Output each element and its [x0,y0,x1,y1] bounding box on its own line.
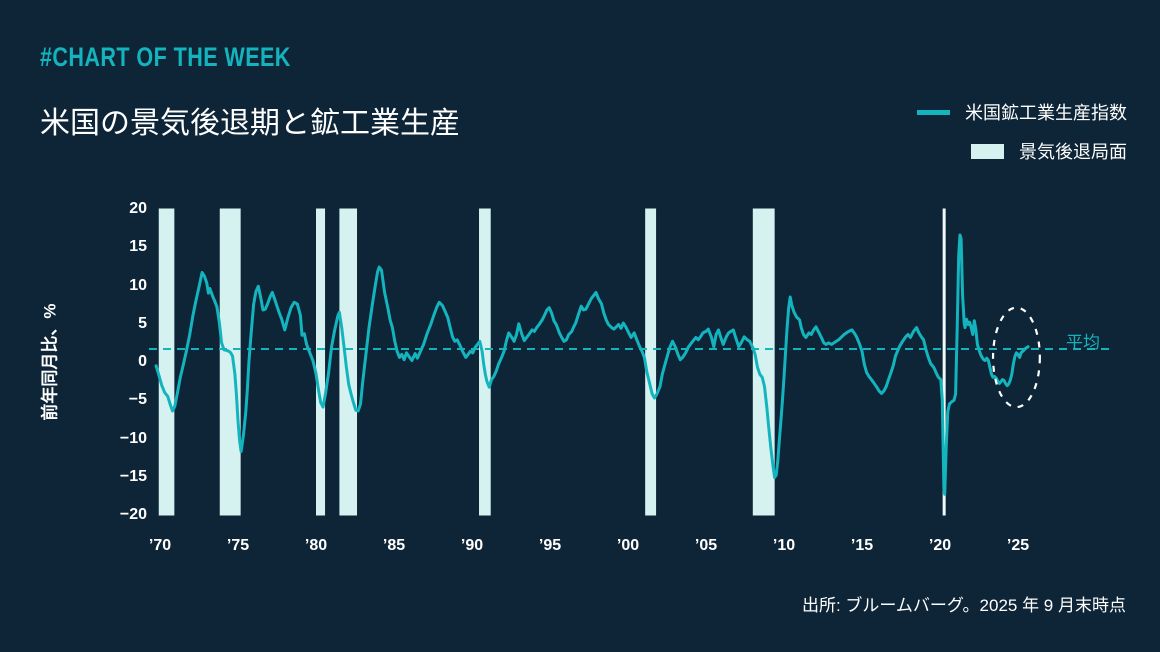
x-tick: ’15 [850,537,874,554]
page-title: 米国の景気後退期と鉱工業生産 [40,107,460,140]
highlight-ellipse [991,306,1041,409]
legend: 米国鉱工業生産指数 景気後退局面 [917,99,1127,177]
covid-recession-band [942,208,946,516]
x-tick: ’75 [226,537,250,554]
production-index-line [154,233,1030,496]
x-tick: ’80 [304,537,328,554]
line-series-swatch [917,109,950,115]
source-note: 出所: ブルームバーグ。2025 年 9 月末時点 [801,596,1126,615]
chart-of-the-week-tag: #CHART OF THE WEEK [40,42,291,72]
x-tick: ’90 [460,537,484,554]
y-tick: 15 [129,238,147,256]
y-tick: 10 [129,276,147,294]
y-tick: −20 [119,506,147,523]
x-tick: ’05 [694,537,718,554]
recession-band [158,208,175,516]
legend-label-recession: 景気後退局面 [1019,142,1127,162]
y-tick: 5 [138,314,147,332]
y-tick: −15 [119,467,147,485]
x-tick: ’70 [148,537,172,554]
y-tick: 20 [129,200,147,217]
x-tick: ’25 [1006,537,1030,554]
average-line-label: 平均 [1066,333,1100,352]
x-tick: ’10 [772,537,796,554]
legend-item-production-index: 米国鉱工業生産指数 [917,99,1127,125]
y-tick: 0 [138,353,147,370]
recession-band [219,208,241,516]
y-tick: −5 [128,391,147,409]
x-tick: ’85 [382,537,406,554]
y-tick: −10 [119,429,147,447]
x-tick: ’95 [538,537,562,554]
recession-band [645,208,657,516]
x-tick: ’00 [616,537,640,554]
legend-item-recession: 景気後退局面 [917,138,1127,164]
recession-band [339,208,358,516]
recession-band-swatch [971,143,1004,159]
legend-label-production-index: 米国鉱工業生産指数 [965,103,1127,123]
x-tick: ’20 [928,537,952,554]
recession-band [316,208,326,516]
